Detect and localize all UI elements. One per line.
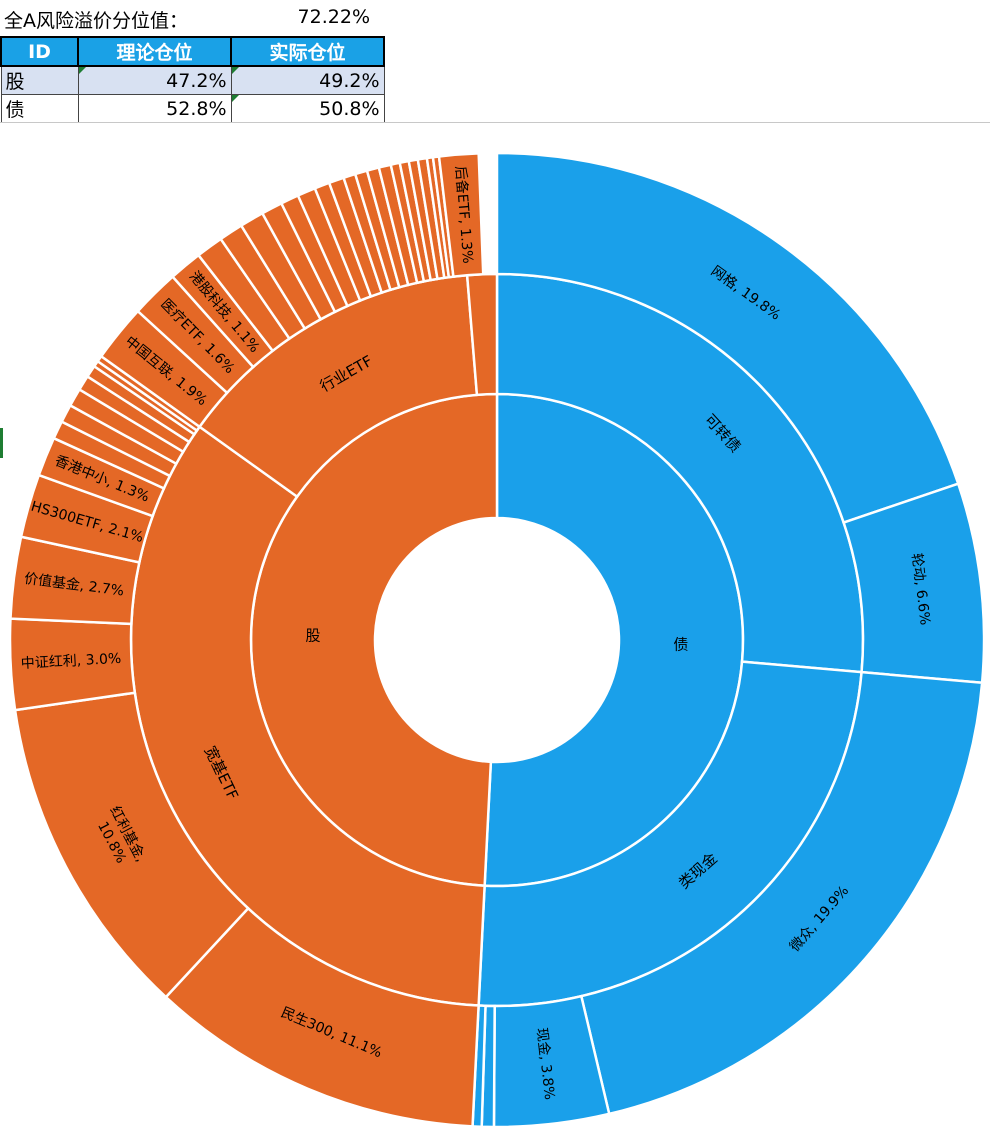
- actual-cell[interactable]: 49.2%: [230, 65, 385, 95]
- risk-premium-label: 全A风险溢价分位值：: [4, 10, 188, 32]
- selection-marker: [0, 428, 3, 458]
- risk-premium-row: 全A风险溢价分位值： 72.22%: [0, 0, 380, 36]
- column-header-theory[interactable]: 理论仓位: [77, 36, 232, 67]
- row-id-cell[interactable]: 债: [0, 94, 79, 123]
- chart-center-hole: [375, 518, 619, 762]
- theory-cell[interactable]: 47.2%: [77, 65, 232, 95]
- cell-flag-icon: [78, 67, 86, 74]
- table-row: 股 47.2% 49.2%: [0, 65, 385, 95]
- table-header-row: ID 理论仓位 实际仓位: [0, 36, 385, 67]
- actual-value: 49.2%: [319, 69, 380, 92]
- cell-flag-icon: [231, 67, 239, 74]
- risk-premium-value: 72.22%: [297, 6, 370, 28]
- outer-segment[interactable]: [579, 670, 984, 1116]
- theory-cell[interactable]: 52.8%: [77, 94, 232, 123]
- cell-flag-icon: [231, 95, 239, 102]
- outer-label: 中证红利, 3.0%: [20, 651, 121, 672]
- column-header-id[interactable]: ID: [0, 36, 79, 67]
- table-row: 债 52.8% 50.8%: [0, 94, 385, 123]
- actual-value: 50.8%: [319, 97, 380, 120]
- sheet-divider: [0, 122, 990, 123]
- theory-value: 47.2%: [166, 69, 227, 92]
- inner-label: 债: [673, 636, 688, 654]
- outer-segment[interactable]: [437, 152, 485, 278]
- column-header-actual[interactable]: 实际仓位: [230, 36, 385, 67]
- position-table: ID 理论仓位 实际仓位 股 47.2% 49.2% 债 52.8% 50.8%: [0, 36, 385, 123]
- theory-value: 52.8%: [166, 97, 227, 120]
- actual-cell[interactable]: 50.8%: [230, 94, 385, 123]
- row-id-cell[interactable]: 股: [0, 65, 79, 95]
- inner-label: 股: [306, 626, 321, 644]
